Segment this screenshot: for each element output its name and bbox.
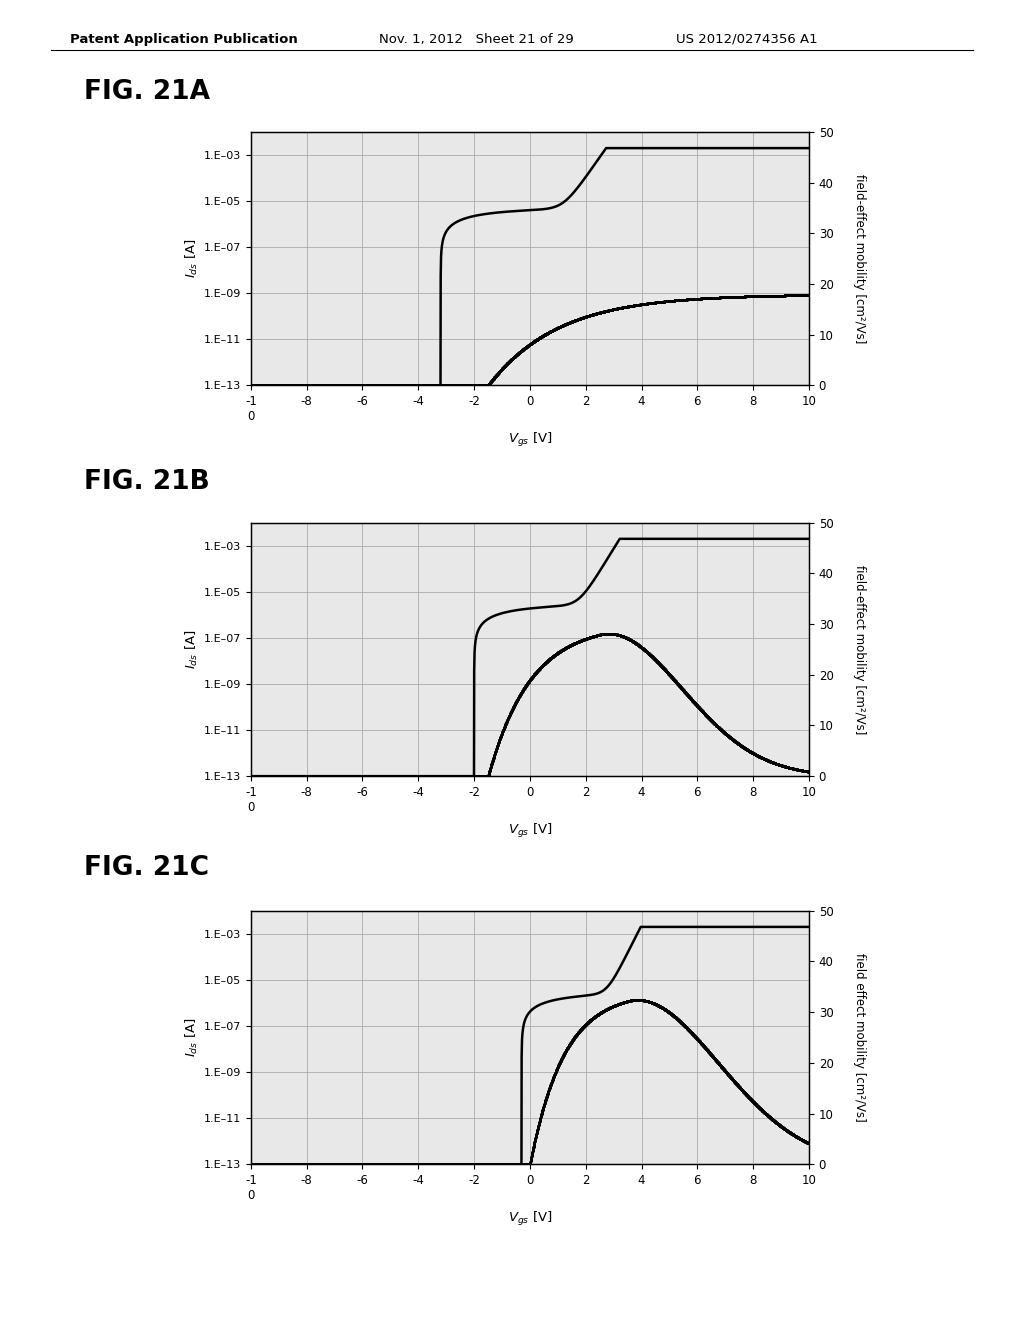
Text: FIG. 21A: FIG. 21A (84, 79, 210, 106)
Text: FIG. 21B: FIG. 21B (84, 469, 210, 495)
Text: Nov. 1, 2012   Sheet 21 of 29: Nov. 1, 2012 Sheet 21 of 29 (379, 33, 573, 46)
Text: US 2012/0274356 A1: US 2012/0274356 A1 (676, 33, 817, 46)
Y-axis label: $I_{ds}$ [A]: $I_{ds}$ [A] (183, 239, 200, 279)
Y-axis label: $I_{ds}$ [A]: $I_{ds}$ [A] (183, 630, 200, 669)
Text: $V_{gs}$ [V]: $V_{gs}$ [V] (508, 822, 552, 840)
Text: $V_{gs}$ [V]: $V_{gs}$ [V] (508, 432, 552, 449)
Text: Patent Application Publication: Patent Application Publication (70, 33, 297, 46)
Text: FIG. 21C: FIG. 21C (84, 855, 209, 882)
Y-axis label: field effect mobility [cm²/Vs]: field effect mobility [cm²/Vs] (853, 953, 866, 1122)
Y-axis label: field-effect mobility [cm²/Vs]: field-effect mobility [cm²/Vs] (853, 174, 866, 343)
Y-axis label: $I_{ds}$ [A]: $I_{ds}$ [A] (183, 1018, 200, 1057)
Y-axis label: field-effect mobility [cm²/Vs]: field-effect mobility [cm²/Vs] (853, 565, 866, 734)
Text: $V_{gs}$ [V]: $V_{gs}$ [V] (508, 1210, 552, 1228)
